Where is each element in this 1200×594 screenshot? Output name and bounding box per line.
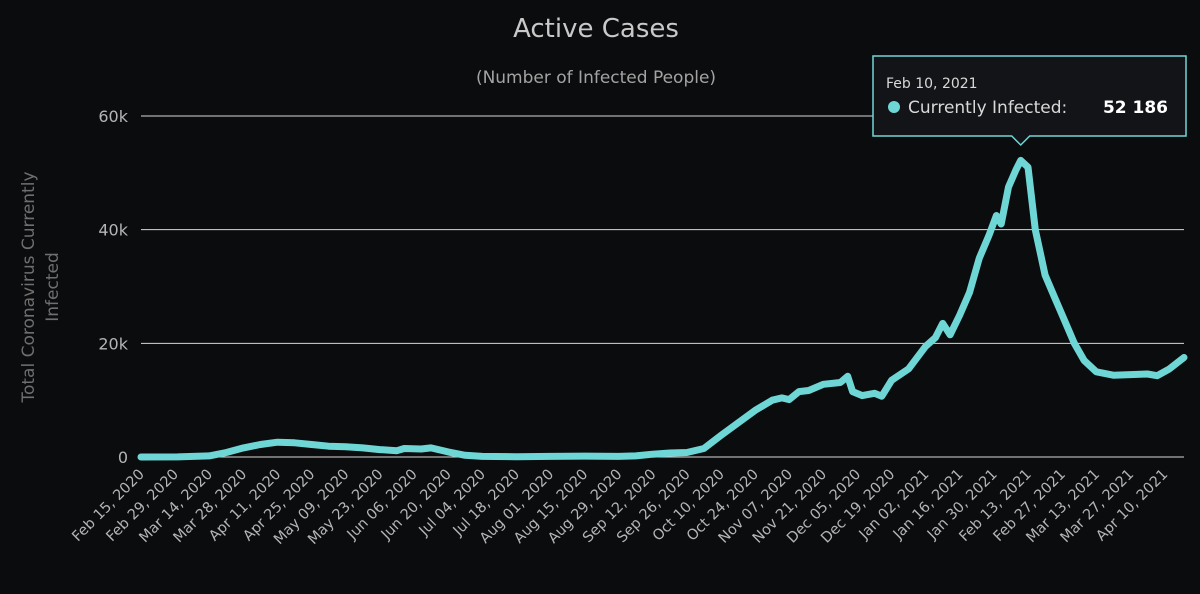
- chart-subtitle: (Number of Infected People): [476, 68, 716, 88]
- tooltip: Feb 10, 2021 Currently Infected: 52 186: [872, 55, 1187, 147]
- y-axis-label-line-2: Infected: [43, 252, 63, 322]
- chart-title: Active Cases: [513, 14, 679, 44]
- y-tick-labels: 0 20k 40k 60k: [98, 107, 128, 467]
- tooltip-date: Feb 10, 2021: [886, 76, 978, 92]
- series-layer: [137, 156, 1188, 461]
- tooltip-series-marker: [888, 101, 900, 113]
- tooltip-series-name: Currently Infected:: [908, 98, 1067, 118]
- y-tick-label: 20k: [98, 334, 128, 353]
- y-axis-label: Total Coronavirus Currently Infected: [19, 171, 63, 403]
- y-axis-label-line-1: Total Coronavirus Currently: [19, 171, 39, 403]
- tooltip-value: 52 186: [1103, 98, 1168, 118]
- tooltip-box: [872, 55, 1187, 147]
- y-tick-label: 0: [118, 448, 128, 467]
- y-tick-label: 40k: [98, 221, 128, 240]
- series-line: [137, 156, 1188, 461]
- y-tick-label: 60k: [98, 107, 128, 126]
